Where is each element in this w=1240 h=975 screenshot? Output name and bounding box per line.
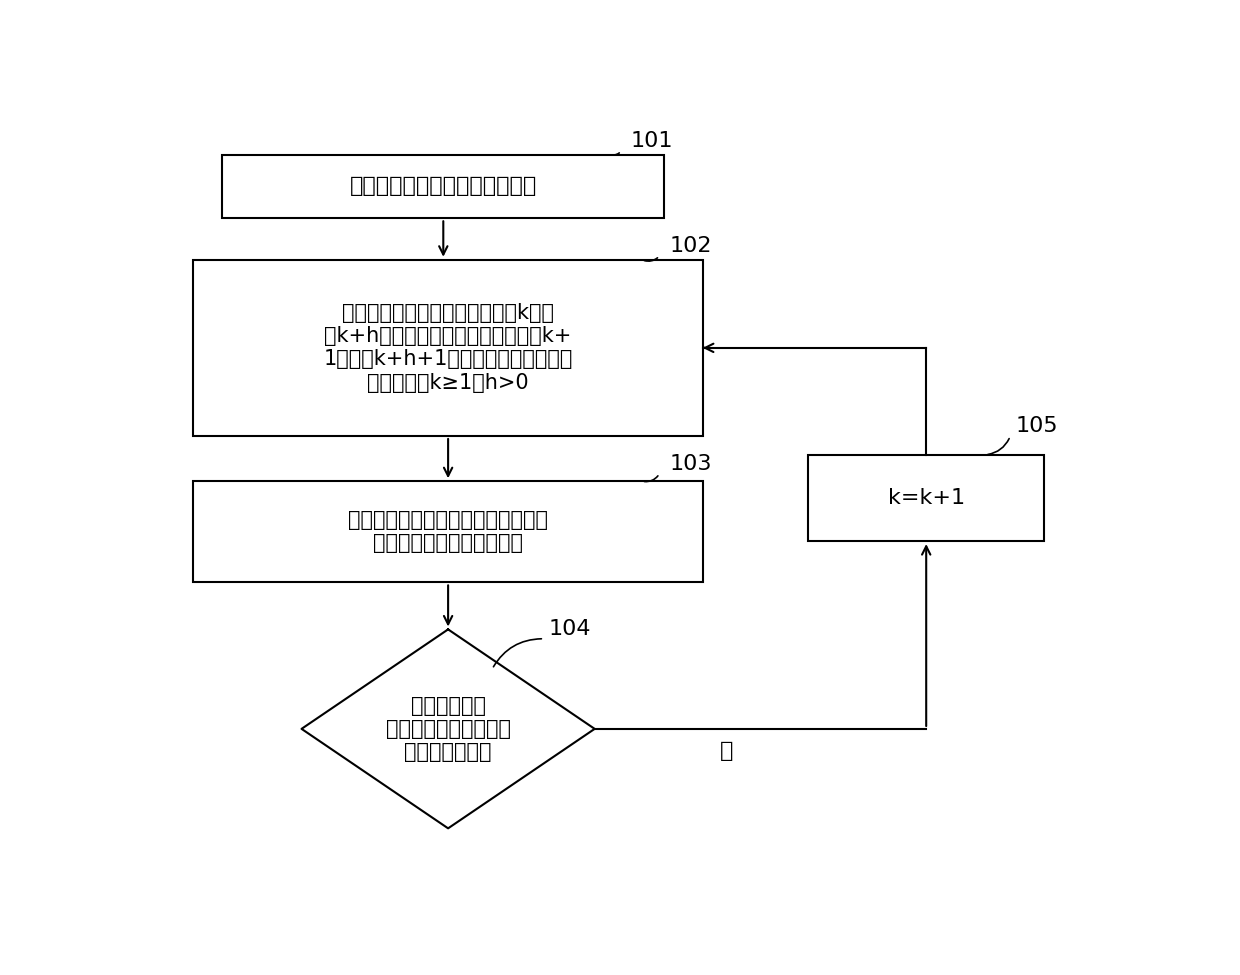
- Text: 103: 103: [670, 453, 712, 474]
- Polygon shape: [301, 630, 595, 829]
- Text: 是: 是: [720, 741, 734, 761]
- Text: k=k+1: k=k+1: [888, 488, 965, 508]
- Text: 105: 105: [1016, 416, 1058, 436]
- Bar: [808, 454, 1044, 541]
- Text: 获取蔻能机组的通道峰峰值序列: 获取蔻能机组的通道峰峰值序列: [350, 176, 537, 196]
- Bar: [193, 259, 703, 436]
- Text: 101: 101: [631, 131, 673, 151]
- Text: 计算相关系数参考矩阵与相关系数基
准矩阵的差值的绝对值矩阵: 计算相关系数参考矩阵与相关系数基 准矩阵的差值的绝对值矩阵: [348, 510, 548, 554]
- Text: 102: 102: [670, 236, 712, 255]
- Bar: [193, 481, 703, 582]
- Text: 基于通道峰峰值序列分别创建第k天至
第k+h天中的相关系数基准矩阵及第k+
1天至第k+h+1天中的相关系数参考矩
阵，其中，k≥1，h>0: 基于通道峰峰值序列分别创建第k天至 第k+h天中的相关系数基准矩阵及第k+ 1天…: [324, 303, 573, 393]
- Text: 104: 104: [549, 619, 591, 639]
- Bar: [222, 155, 665, 218]
- Text: 差值的绝对值
矩阵中的任一元素小于
或等于预设阈值: 差值的绝对值 矩阵中的任一元素小于 或等于预设阈值: [386, 695, 511, 762]
